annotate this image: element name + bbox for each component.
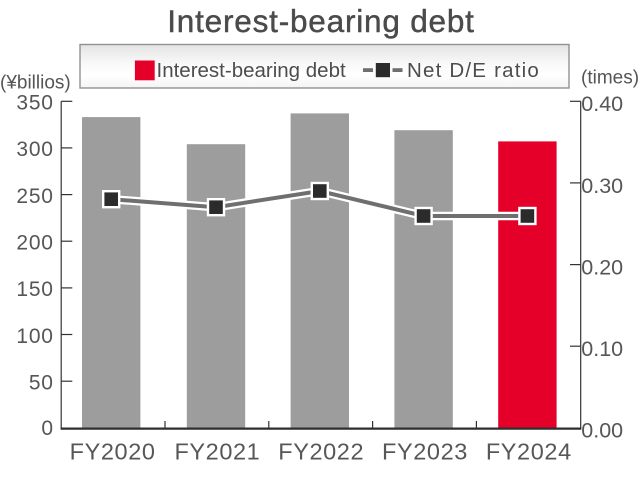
svg-text:FY2023: FY2023	[382, 438, 468, 464]
svg-text:0.10: 0.10	[581, 337, 623, 361]
svg-text:150: 150	[16, 278, 53, 301]
svg-text:FY2022: FY2022	[278, 438, 364, 464]
svg-text:Interest-bearing debt: Interest-bearing debt	[167, 3, 474, 39]
svg-text:0.40: 0.40	[581, 92, 623, 116]
svg-text:100: 100	[16, 325, 53, 348]
svg-text:0.30: 0.30	[581, 174, 623, 198]
svg-text:Net D/E ratio: Net D/E ratio	[407, 59, 540, 82]
svg-text:300: 300	[16, 138, 53, 161]
svg-text:0.00: 0.00	[581, 419, 623, 443]
svg-text:FY2024: FY2024	[486, 438, 572, 464]
svg-text:50: 50	[29, 372, 54, 395]
svg-text:FY2020: FY2020	[70, 438, 156, 464]
svg-text:0: 0	[41, 417, 53, 440]
svg-text:(¥billios): (¥billios)	[0, 73, 71, 94]
svg-text:350: 350	[16, 92, 53, 115]
svg-text:200: 200	[16, 232, 53, 255]
svg-text:0.20: 0.20	[581, 256, 623, 280]
svg-text:(times): (times)	[581, 68, 639, 89]
svg-text:250: 250	[16, 185, 53, 208]
svg-text:Interest-bearing debt: Interest-bearing debt	[157, 59, 346, 82]
svg-text:FY2021: FY2021	[174, 438, 260, 464]
